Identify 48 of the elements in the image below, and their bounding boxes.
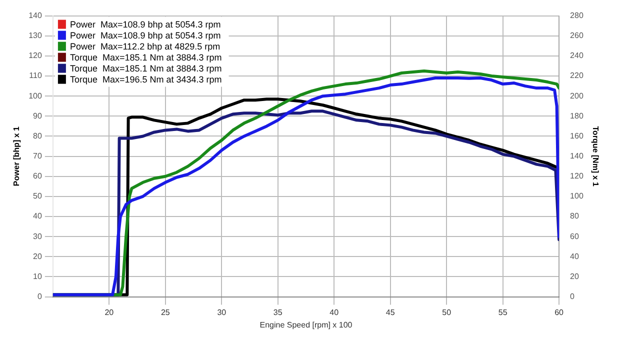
y-tick-label: 80 [33,131,42,140]
y-tick-label: 120 [28,51,42,60]
y2-tick-label: 20 [570,272,580,281]
y2-tick-label: 160 [570,131,584,140]
x-tick-label: 35 [273,308,283,317]
y2-tick-label: 80 [570,212,580,221]
legend-label: Power Max=108.9 bhp at 5054.3 rpm [70,30,221,40]
y-tick-label: 30 [33,232,42,241]
y-tick-label: 0 [37,292,42,302]
y-tick-label: 10 [33,272,42,281]
legend-label: Torque Max=185.1 Nm at 3884.3 rpm [70,63,222,74]
x-axis-title: Engine Speed [rpm] x 100 [260,320,353,330]
y2-tick-label: 140 [570,152,584,161]
y-tick-label: 40 [33,212,42,221]
x-tick-label: 55 [498,308,508,317]
y-tick-label: 140 [28,11,42,20]
legend-label: Power Max=108.9 bhp at 5054.3 rpm [70,19,221,30]
x-tick-label: 50 [442,308,452,317]
y2-tick-label: 260 [570,31,584,40]
x-tick-label: 20 [104,308,114,317]
x-tick-label: 60 [554,308,564,317]
y2-tick-label: 120 [570,172,584,181]
x-tick-label: 25 [160,308,170,317]
x-tick-label: 45 [386,308,396,317]
y2-tick-label: 60 [570,232,580,241]
y-tick-label: 90 [33,111,42,120]
y2-tick-label: 220 [570,71,584,80]
y2-axis-title: Torque [Nm] x 1 [590,126,600,187]
y2-tick-label: 180 [570,111,584,120]
y2-tick-label: 0 [570,292,576,302]
legend-label: Torque Max=185.1 Nm at 3884.3 rpm [70,52,222,62]
y2-tick-label: 40 [570,252,580,261]
x-tick-label: 30 [217,308,227,317]
y-tick-label: 110 [29,71,42,80]
y2-tick-label: 100 [570,192,584,201]
y2-tick-label: 280 [570,11,584,20]
y-tick-label: 100 [28,91,42,100]
y-tick-label: 60 [33,172,42,181]
y-tick-label: 130 [28,31,42,40]
legend-label: Power Max=112.2 bhp at 4829.5 rpm [70,41,220,52]
legend-label: Torque Max=196.5 Nm at 3434.3 rpm [70,74,222,84]
y2-tick-label: 200 [570,91,584,100]
y-tick-label: 70 [33,152,42,161]
y2-tick-label: 240 [570,51,584,60]
x-tick-label: 40 [330,308,340,317]
y-tick-label: 50 [33,192,42,201]
y-axis-title: Power [bhp] x 1 [12,126,22,186]
y-tick-label: 20 [33,252,42,261]
